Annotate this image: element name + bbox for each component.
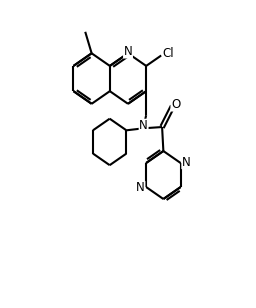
Text: N: N xyxy=(139,119,148,132)
Text: O: O xyxy=(171,98,180,111)
Text: N: N xyxy=(136,181,145,194)
Text: N: N xyxy=(124,45,132,58)
Text: N: N xyxy=(182,156,191,168)
Text: Cl: Cl xyxy=(162,47,174,59)
